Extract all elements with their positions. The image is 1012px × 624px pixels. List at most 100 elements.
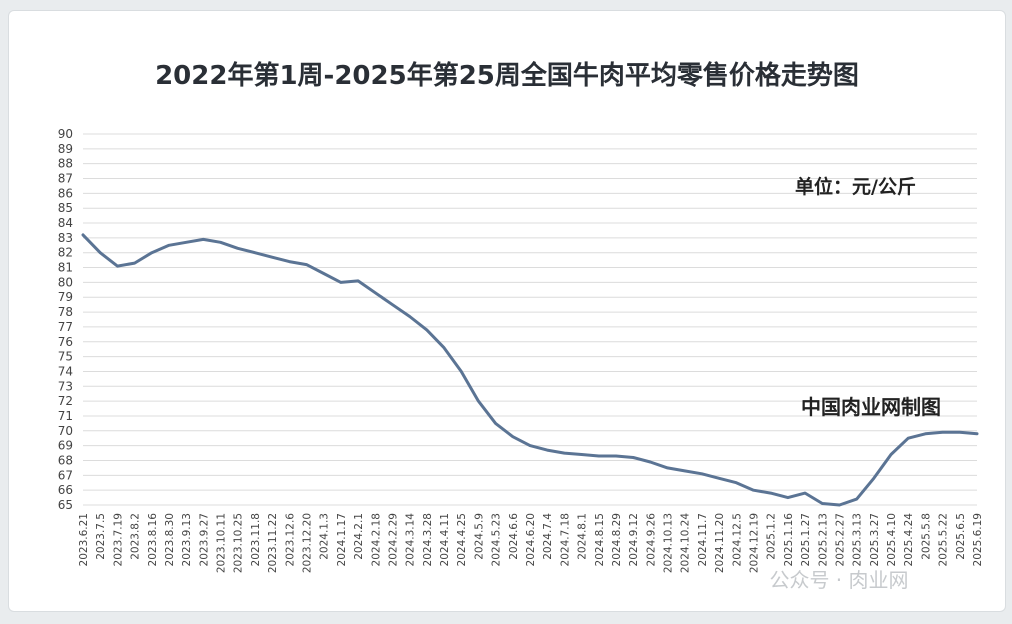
y-tick-label: 74 <box>58 364 73 378</box>
data-point <box>958 431 962 434</box>
data-point <box>477 399 480 403</box>
data-point <box>202 238 205 241</box>
y-tick-label: 90 <box>58 127 73 141</box>
data-point <box>81 233 85 237</box>
data-point <box>821 502 824 505</box>
y-axis-ticks: 6566676869707172737475767778798081828384… <box>58 127 73 512</box>
data-point <box>597 454 600 458</box>
data-point <box>356 279 360 283</box>
x-tick-label: 2024.12.19 <box>749 513 761 573</box>
x-tick-label: 2024.1.3 <box>319 513 331 560</box>
x-tick-label: 2024.9.12 <box>628 513 640 566</box>
data-point <box>941 431 944 434</box>
data-point <box>872 477 876 480</box>
x-tick-label: 2023.8.2 <box>130 513 142 560</box>
x-tick-label: 2024.7.4 <box>542 513 554 560</box>
x-tick-label: 2024.3.14 <box>405 513 417 567</box>
data-point <box>305 263 308 266</box>
data-point <box>494 422 497 425</box>
x-tick-label: 2024.7.18 <box>559 513 571 566</box>
x-tick-label: 2024.8.29 <box>611 513 623 566</box>
x-tick-label: 2024.11.7 <box>697 513 709 566</box>
y-tick-label: 84 <box>58 216 73 230</box>
data-point <box>683 469 686 473</box>
y-tick-label: 66 <box>58 483 73 497</box>
x-tick-label: 2023.11.22 <box>267 513 279 573</box>
y-tick-label: 71 <box>58 409 73 423</box>
data-point <box>838 503 841 507</box>
x-tick-label: 2023.7.19 <box>112 513 124 566</box>
y-tick-label: 79 <box>58 290 73 304</box>
data-point <box>907 437 910 440</box>
data-point <box>150 251 153 254</box>
x-tick-label: 2023.11.8 <box>250 513 262 566</box>
y-tick-label: 76 <box>58 335 73 349</box>
line-chart: 2022年第1周-2025年第25周全国牛肉平均零售价格走势图 65666768… <box>58 60 984 592</box>
x-tick-label: 2024.8.15 <box>594 513 606 566</box>
x-tick-label: 2024.2.18 <box>370 513 382 566</box>
data-point <box>236 247 239 250</box>
y-tick-label: 75 <box>58 350 73 364</box>
x-tick-label: 2024.4.11 <box>439 513 451 566</box>
data-point <box>219 241 222 244</box>
y-tick-label: 65 <box>58 498 73 512</box>
y-tick-label: 67 <box>58 468 73 482</box>
data-point <box>167 244 171 247</box>
data-point <box>511 435 515 438</box>
x-tick-label: 2025.2.27 <box>834 513 846 566</box>
data-point <box>270 255 274 259</box>
y-tick-label: 87 <box>58 172 73 186</box>
x-tick-label: 2024.6.20 <box>525 513 537 566</box>
x-tick-label: 2023.9.27 <box>198 513 210 566</box>
x-tick-label: 2024.2.29 <box>387 513 399 566</box>
x-tick-label: 2025.5.8 <box>920 513 932 560</box>
data-point <box>391 303 394 306</box>
y-tick-label: 85 <box>58 201 73 215</box>
y-tick-label: 70 <box>58 424 73 438</box>
x-tick-label: 2023.12.6 <box>284 513 296 567</box>
y-tick-label: 86 <box>58 186 73 200</box>
x-tick-label: 2024.4.25 <box>456 513 468 566</box>
data-point <box>545 448 549 452</box>
y-tick-label: 83 <box>58 231 73 245</box>
data-point <box>666 466 669 470</box>
x-tick-label: 2024.5.9 <box>473 513 485 560</box>
data-point <box>735 481 738 484</box>
data-point <box>769 491 772 495</box>
x-tick-label: 2025.3.13 <box>852 513 864 566</box>
data-point <box>528 444 532 447</box>
x-tick-label: 2024.11.20 <box>714 513 726 573</box>
y-tick-label: 81 <box>58 261 73 275</box>
data-point <box>786 496 790 499</box>
x-tick-label: 2025.6.5 <box>955 513 967 560</box>
source-label: 中国肉业网制图 <box>801 395 941 419</box>
data-point <box>442 346 446 349</box>
x-tick-label: 2025.3.27 <box>869 513 881 566</box>
data-point <box>339 281 343 284</box>
unit-label: 单位：元/公斤 <box>795 175 916 198</box>
data-point <box>322 272 325 275</box>
data-point <box>133 261 136 265</box>
x-tick-label: 2023.8.16 <box>147 513 159 567</box>
x-tick-label: 2024.2.1 <box>353 513 365 560</box>
data-point <box>889 453 893 456</box>
x-tick-label: 2025.2.13 <box>817 513 829 566</box>
series-line <box>81 233 979 507</box>
data-point <box>408 315 411 318</box>
x-tick-label: 2024.5.23 <box>491 513 503 566</box>
x-tick-label: 2024.8.1 <box>577 513 589 560</box>
y-tick-label: 68 <box>58 453 73 467</box>
data-point <box>460 370 463 373</box>
y-tick-label: 69 <box>58 439 73 453</box>
x-tick-label: 2023.6.21 <box>78 513 90 566</box>
x-tick-label: 2025.4.10 <box>886 513 898 566</box>
y-tick-label: 80 <box>58 275 73 289</box>
x-tick-label: 2025.5.22 <box>938 513 950 566</box>
watermark-text: 公众号 · 肉业网 <box>769 568 908 592</box>
x-tick-label: 2024.10.13 <box>663 513 675 573</box>
x-tick-label: 2023.10.25 <box>233 513 245 573</box>
data-point <box>717 477 721 480</box>
x-tick-label: 2024.12.5 <box>731 513 743 566</box>
series-group <box>81 233 979 507</box>
data-point <box>649 460 652 464</box>
